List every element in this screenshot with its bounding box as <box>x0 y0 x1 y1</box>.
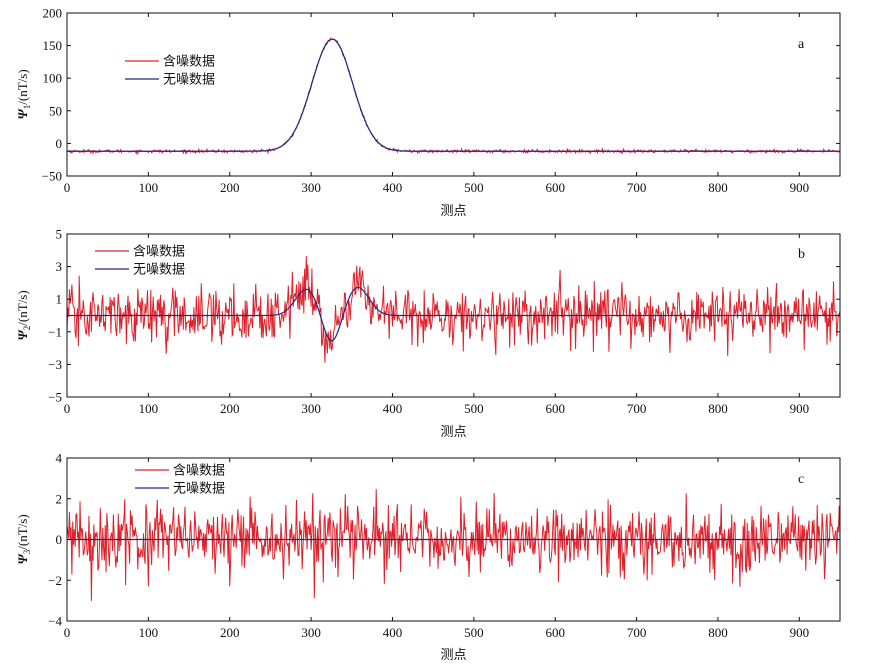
x-tick-label: 500 <box>464 180 484 195</box>
y-tick-label: 3 <box>56 259 63 274</box>
y-tick-label: 50 <box>49 103 62 118</box>
x-tick-label: 600 <box>545 625 565 640</box>
panel-label: b <box>798 247 805 262</box>
x-tick-label: 600 <box>545 401 565 416</box>
x-tick-label: 300 <box>301 401 321 416</box>
x-axis-label: 测点 <box>440 204 466 219</box>
legend-entry-label: 含噪数据 <box>133 244 185 260</box>
x-tick-label: 200 <box>220 401 240 416</box>
x-tick-label: 100 <box>139 625 159 640</box>
y-tick-label: 2 <box>56 491 63 506</box>
x-tick-label: 400 <box>383 625 403 640</box>
x-tick-label: 200 <box>220 180 240 195</box>
x-tick-label: 600 <box>545 180 565 195</box>
x-tick-label: 500 <box>464 625 484 640</box>
y-tick-label: −5 <box>48 390 62 405</box>
y-axis-label: Ψ3/(nT/s) <box>15 514 32 564</box>
y-tick-label: −3 <box>48 357 62 372</box>
y-tick-label: 4 <box>56 451 63 466</box>
x-tick-label: 800 <box>708 401 728 416</box>
y-tick-label: −50 <box>42 169 62 184</box>
x-tick-label: 900 <box>790 401 810 416</box>
y-tick-label: −2 <box>48 573 62 588</box>
x-tick-label: 700 <box>627 401 647 416</box>
panel-label: c <box>798 472 804 487</box>
series-noisy-line <box>67 256 840 363</box>
x-axis-label: 测点 <box>440 425 466 440</box>
x-tick-label: 0 <box>64 180 71 195</box>
y-tick-label: 1 <box>56 292 63 307</box>
x-tick-label: 400 <box>383 180 403 195</box>
y-tick-label: 0 <box>56 136 63 151</box>
series-noisy-line <box>67 489 840 601</box>
y-tick-label: 0 <box>56 532 63 547</box>
x-tick-label: 900 <box>790 180 810 195</box>
series-clean-line <box>67 286 840 342</box>
x-tick-label: 900 <box>790 625 810 640</box>
legend-entry-label: 无噪数据 <box>133 263 185 278</box>
legend-entry-label: 含噪数据 <box>163 54 215 70</box>
x-axis-label: 测点 <box>440 648 466 663</box>
panel-a: 0 100 200 300 400 500 600 700 800 900−50050100150… <box>15 6 841 219</box>
series-clean-line <box>67 38 840 152</box>
x-tick-label: 0 <box>64 401 71 416</box>
x-tick-label: 200 <box>220 625 240 640</box>
y-tick-label: 5 <box>56 227 63 242</box>
x-tick-label: 700 <box>627 180 647 195</box>
y-tick-label: 100 <box>43 71 63 86</box>
plot-frame <box>66 12 841 177</box>
legend-entry-label: 无噪数据 <box>163 73 215 88</box>
panel-label: a <box>798 37 805 52</box>
panel-b: 0 100 200 300 400 500 600 700 800 900 −5 −3 −1 1 3 5 测点 Ψ… <box>15 227 841 440</box>
x-tick-label: 800 <box>708 180 728 195</box>
y-tick-label: 200 <box>43 6 63 21</box>
y-axis-label: Ψ2/(nT/s) <box>15 290 32 340</box>
x-tick-label: 400 <box>383 401 403 416</box>
x-tick-label: 100 <box>139 401 159 416</box>
legend-entry-label: 无噪数据 <box>173 482 225 497</box>
x-tick-label: 700 <box>627 625 647 640</box>
legend-entry-label: 含噪数据 <box>173 463 225 479</box>
y-axis-label: Ψ1/(nT/s) <box>15 69 32 119</box>
x-tick-label: 0 <box>64 625 71 640</box>
y-tick-label: −4 <box>48 614 62 629</box>
x-tick-label: 300 <box>301 180 321 195</box>
y-tick-label: −1 <box>48 324 62 339</box>
panel-c: 0 100 200 300 400 500 600 700 800 900 −4 −2 0 2 4 测点 Ψ3/… <box>15 451 841 663</box>
y-tick-label: 150 <box>43 38 63 53</box>
x-tick-label: 300 <box>301 625 321 640</box>
x-tick-label: 800 <box>708 625 728 640</box>
plot-frame <box>66 233 841 398</box>
x-tick-label: 100 <box>139 180 159 195</box>
x-tick-label: 500 <box>464 401 484 416</box>
